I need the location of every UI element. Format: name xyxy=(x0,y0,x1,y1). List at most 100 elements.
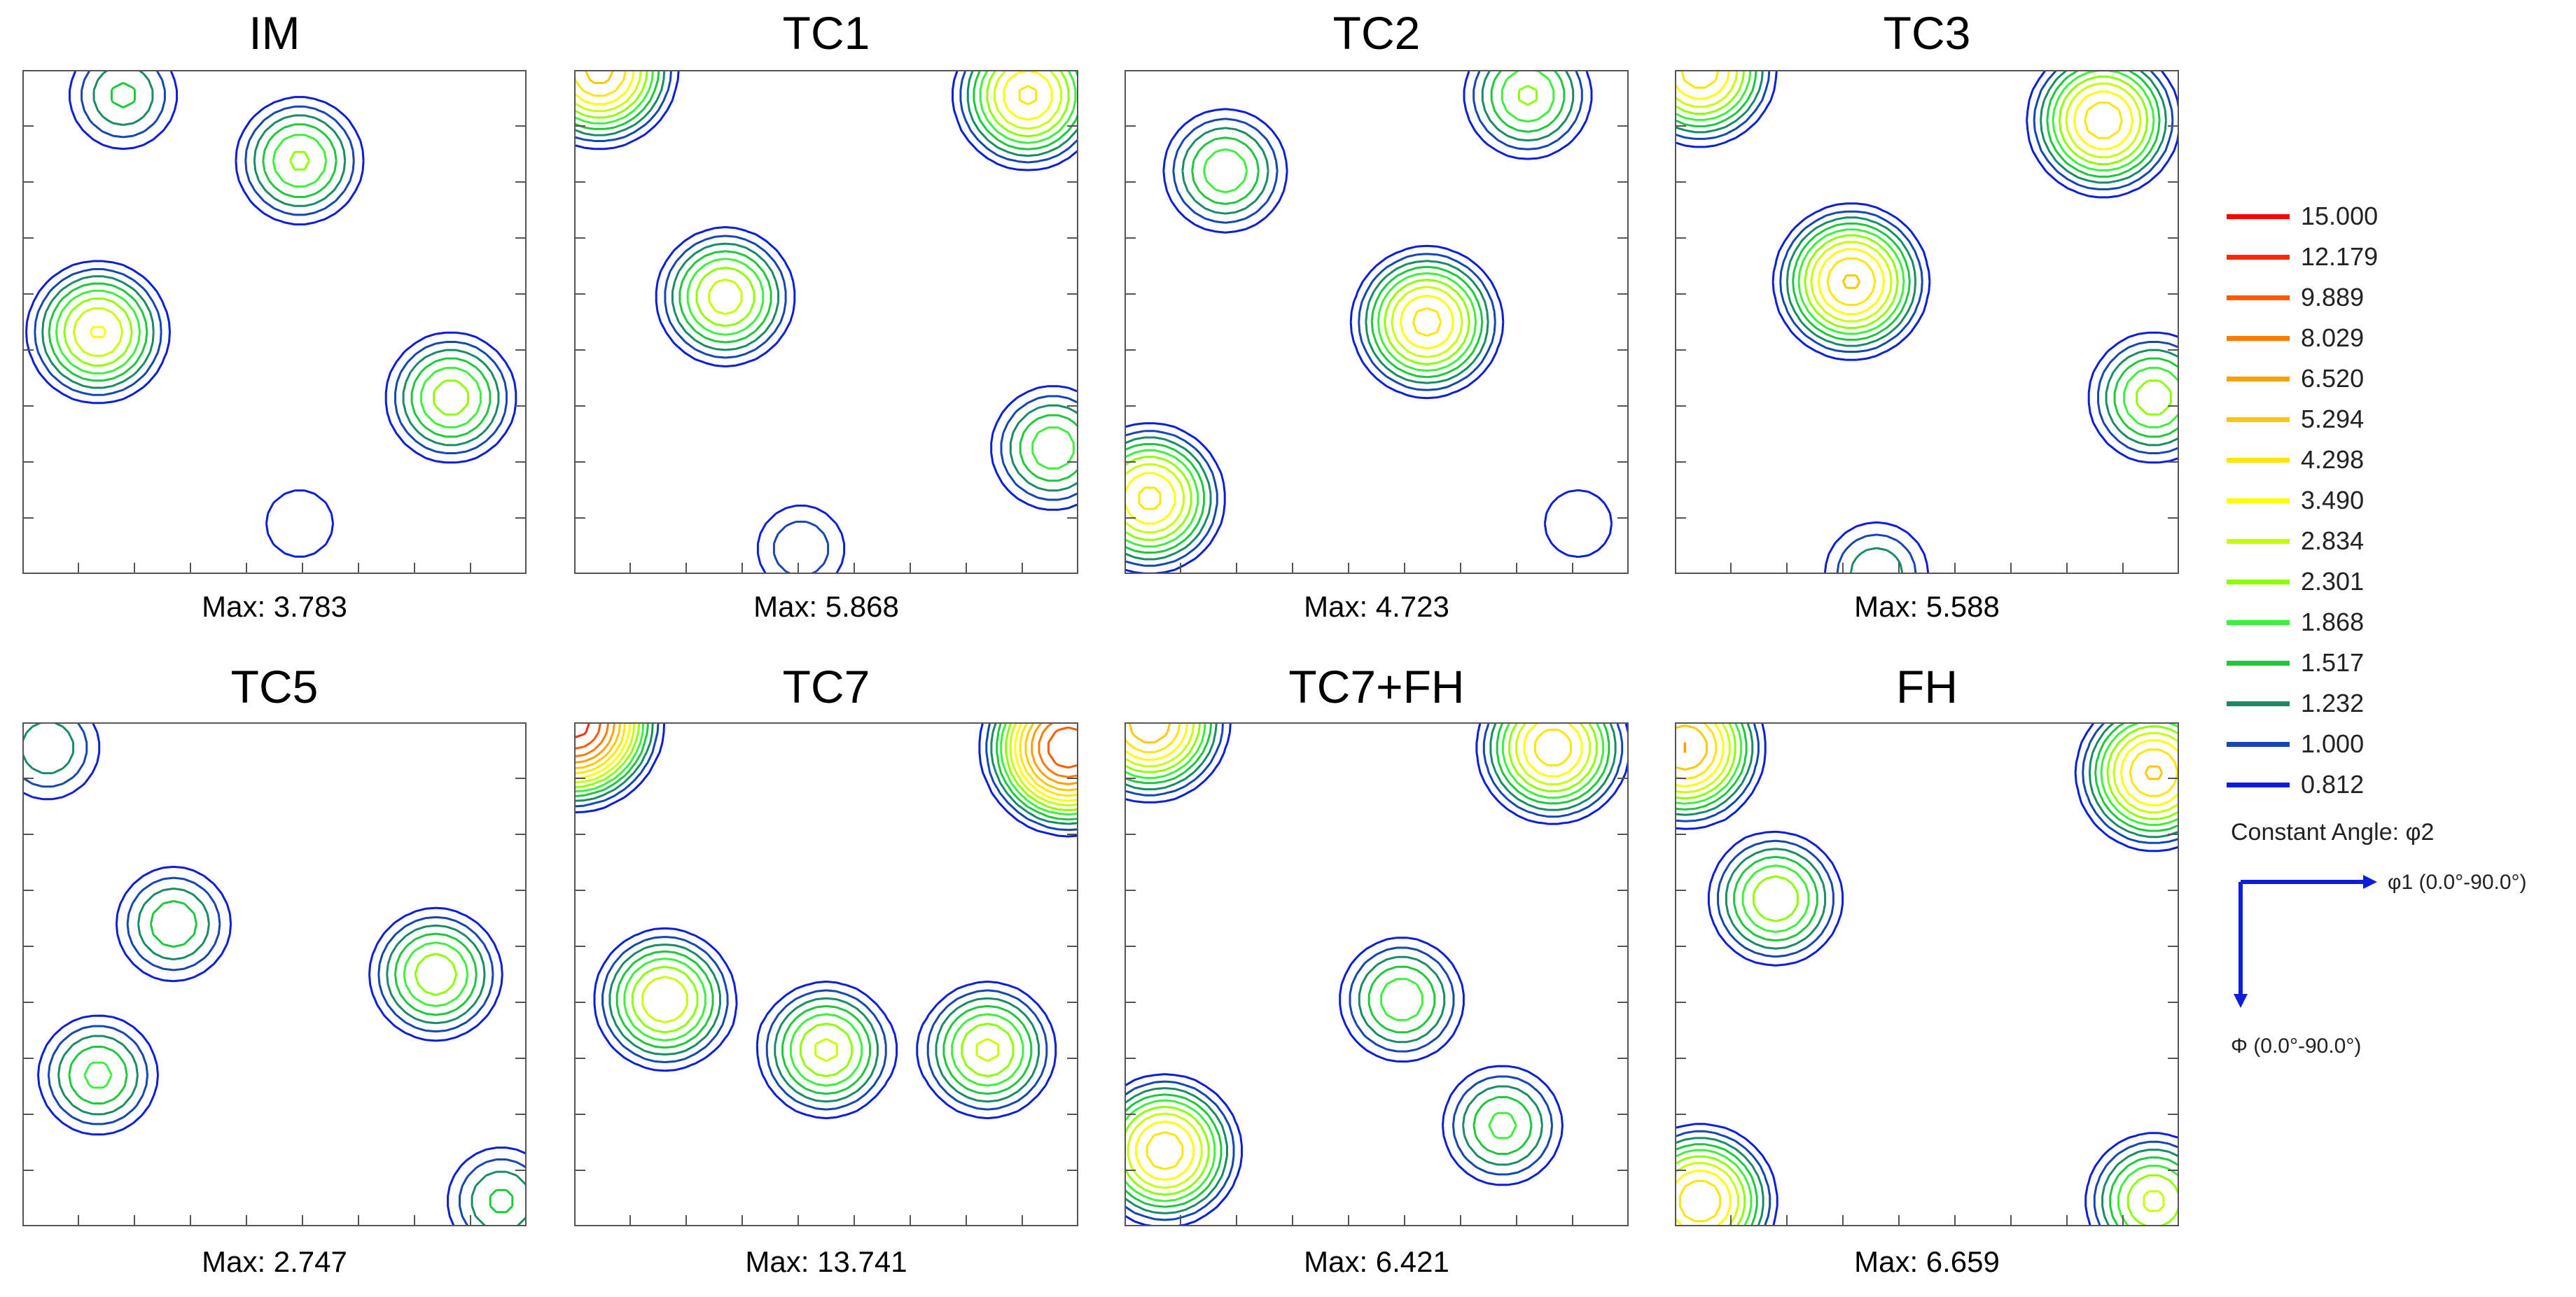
panel-max-label: Max: 5.868 xyxy=(753,590,899,623)
contour-plot xyxy=(22,70,527,574)
legend-item: 5.294 xyxy=(2227,399,2364,440)
legend-item: 1.868 xyxy=(2227,602,2364,643)
contour-line-5.294 xyxy=(1842,274,1861,289)
contour-plot-svg xyxy=(22,70,527,574)
contour-line-1.232 xyxy=(1675,70,2179,574)
contour-line-1 xyxy=(22,722,527,1226)
axis-arrows-svg xyxy=(2234,875,2377,1008)
panel-max-label: Max: 2.747 xyxy=(202,1245,347,1278)
legend-item: 3.490 xyxy=(2227,480,2364,521)
contour-line-2.301 xyxy=(414,953,458,996)
contour-line-4.298 xyxy=(1125,722,1572,1170)
contour-line-0.812 xyxy=(574,722,1078,1120)
contour-line-2.834 xyxy=(1675,70,2142,323)
legend-label: 4.298 xyxy=(2301,445,2365,474)
legend-label: 9.889 xyxy=(2301,283,2365,311)
contour-line-2.834 xyxy=(1125,286,1463,533)
contour-line-1 xyxy=(1125,722,1624,1221)
contour-line-1.517 xyxy=(48,82,492,438)
contour-line-1.232 xyxy=(1125,70,1575,561)
plot-frame xyxy=(1675,722,2179,1226)
legend-swatch xyxy=(2227,376,2290,381)
legend-label: 6.520 xyxy=(2301,364,2365,393)
contour-line-1.517 xyxy=(1125,722,1610,1208)
legend-label: 8.029 xyxy=(2301,323,2365,352)
plot-frame xyxy=(22,722,527,1226)
panel-title: TC7+FH xyxy=(1288,661,1465,713)
plot-frame xyxy=(574,722,1078,1226)
contour-plot xyxy=(1675,70,2179,574)
contour-plot xyxy=(1125,722,1629,1226)
contour-line-2.301 xyxy=(1125,722,1598,1196)
legend-swatch xyxy=(2227,701,2290,706)
contour-line-1.868 xyxy=(1125,722,1605,1203)
contour-line-1.232 xyxy=(41,70,500,447)
plot-frame xyxy=(1675,70,2179,574)
legend-swatch xyxy=(2227,254,2290,260)
Phi-arrowhead-icon xyxy=(2234,994,2248,1008)
contour-line-5.294 xyxy=(1128,722,1171,744)
contour-line-0.812 xyxy=(1675,70,2179,574)
plot-frame xyxy=(574,70,1078,574)
legend-swatch xyxy=(2227,335,2290,341)
panel-max-label: Max: 5.588 xyxy=(1854,590,2000,623)
axis-direction-glyph xyxy=(2227,868,2521,1053)
legend-label: 1.232 xyxy=(2301,689,2365,717)
contour-line-3.49 xyxy=(1675,722,2179,1226)
legend-label: 2.834 xyxy=(2301,526,2365,555)
contour-line-2.301 xyxy=(1125,85,1538,541)
contour-line-3.49 xyxy=(1125,294,1455,525)
panel-title: TC2 xyxy=(1332,7,1421,59)
legend-swatch xyxy=(2227,579,2290,584)
contour-line-1 xyxy=(574,722,1078,1111)
legend-label: 1.517 xyxy=(2301,648,2365,677)
panel-title: TC7 xyxy=(782,661,870,713)
contour-line-3.49 xyxy=(574,722,1078,802)
contour-line-0.812 xyxy=(1125,722,1629,1226)
contour-line-1.868 xyxy=(1675,722,2179,1226)
plot-frame xyxy=(1125,70,1629,574)
legend-item: 0.812 xyxy=(2227,764,2364,805)
contour-line-3.49 xyxy=(1675,70,2134,316)
contour-line-1 xyxy=(1125,70,1583,567)
legend-label: 1.000 xyxy=(2301,729,2365,758)
legend-item: 2.301 xyxy=(2227,561,2364,602)
contour-line-2.834 xyxy=(574,70,1062,316)
legend-label: 0.812 xyxy=(2301,770,2365,799)
panel-title: TC3 xyxy=(1883,7,1971,59)
legend-item: 1.517 xyxy=(2227,643,2364,683)
legend-label: 2.301 xyxy=(2301,567,2365,596)
contour-line-2.301 xyxy=(574,722,1078,1077)
constant-angle-label: Constant Angle: φ2 xyxy=(2231,819,2435,846)
legend-item: 15.000 xyxy=(2227,196,2378,237)
contour-line-4.298 xyxy=(574,722,1078,797)
contour-line-1.517 xyxy=(1125,70,1566,554)
contour-plot xyxy=(574,70,1078,574)
contour-line-0.812 xyxy=(574,70,1078,574)
contour-line-1.232 xyxy=(22,722,527,1226)
contour-line-1.232 xyxy=(574,70,1078,492)
contour-plot-svg xyxy=(22,722,527,1226)
contour-line-1.517 xyxy=(1675,722,2179,1226)
contour-line-1 xyxy=(34,70,508,454)
contour-line-12.179 xyxy=(574,722,591,739)
panel-max-label: Max: 13.741 xyxy=(745,1245,907,1278)
contour-line-1.232 xyxy=(1675,722,2179,1226)
phi1-axis-label: φ1 (0.0°-90.0°) xyxy=(2388,871,2527,894)
legend-swatch xyxy=(2227,619,2290,625)
panel-title: TC1 xyxy=(782,7,870,59)
contour-plot xyxy=(1675,722,2179,1226)
contour-line-2.834 xyxy=(574,722,1078,1063)
legend-swatch xyxy=(2227,782,2290,787)
panel-max-label: Max: 6.421 xyxy=(1304,1245,1449,1278)
contour-line-0.812 xyxy=(22,722,527,1226)
plot-frame xyxy=(1125,722,1629,1226)
contour-line-3.49 xyxy=(89,325,107,339)
legend-item: 12.179 xyxy=(2227,237,2378,277)
contour-line-5.294 xyxy=(584,70,615,84)
contour-line-1.868 xyxy=(574,70,1077,470)
legend-swatch xyxy=(2227,538,2290,544)
contour-line-1 xyxy=(1675,722,2179,1226)
legend-swatch xyxy=(2227,498,2290,503)
contour-plot-svg xyxy=(1675,722,2179,1226)
